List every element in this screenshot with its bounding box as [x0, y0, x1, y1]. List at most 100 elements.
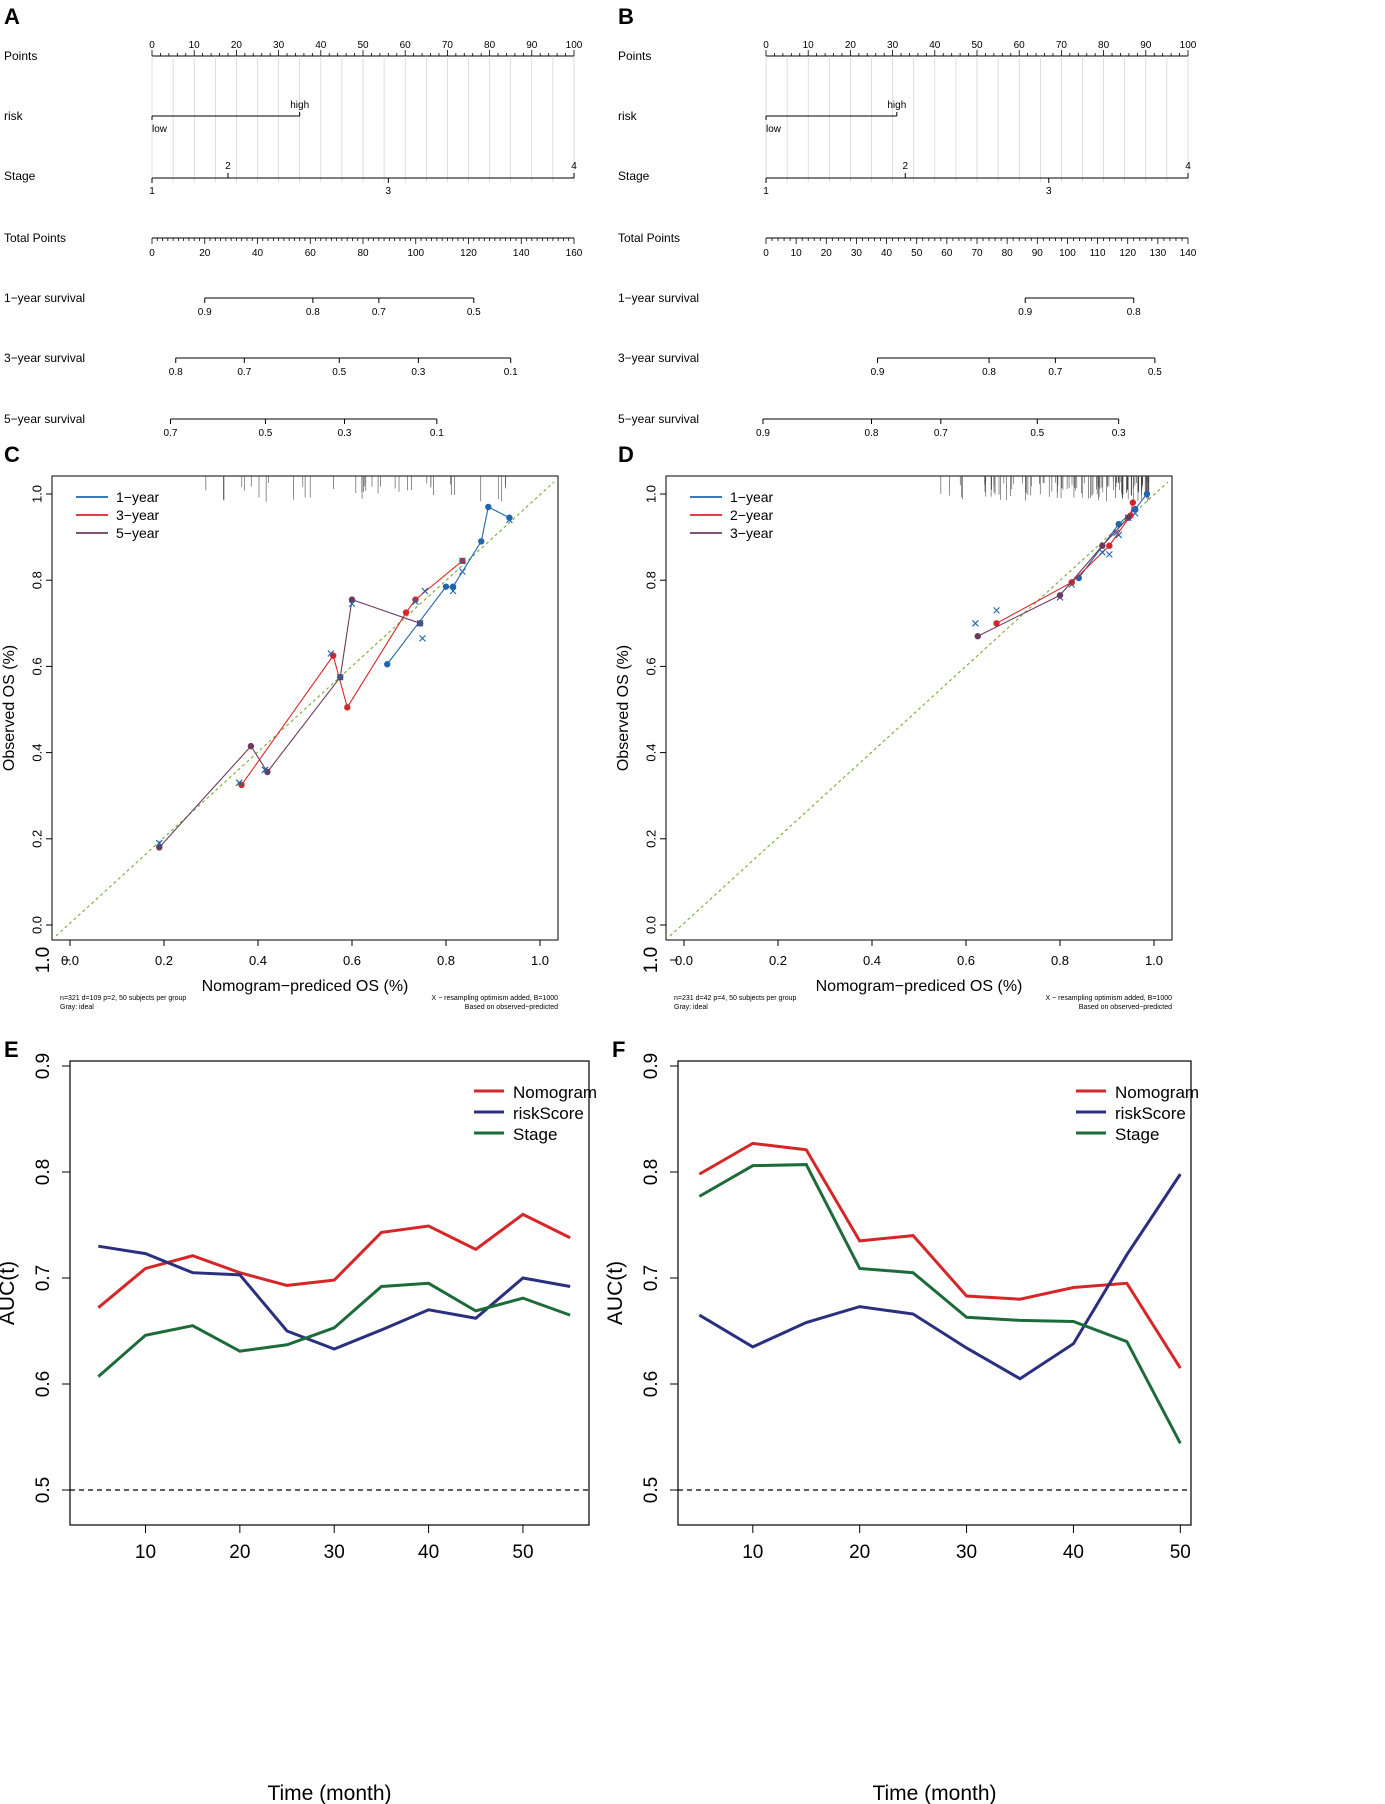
calib-point [993, 620, 1000, 627]
corrected-marker [1113, 529, 1120, 537]
row-label: risk [618, 109, 638, 123]
surv1-tick-label: 0.8 [1127, 307, 1141, 318]
y-tick-label: 0.4 [29, 744, 44, 762]
stage-label: 1 [763, 186, 769, 197]
calib-point [348, 596, 356, 603]
x-tick-label: 0.8 [437, 953, 455, 968]
points-tick-label: 100 [566, 40, 583, 51]
legend-entry: riskScore [513, 1104, 584, 1123]
y-tick-label: 0.8 [641, 1159, 662, 1185]
note-right: Based on observed−predicted [1079, 1004, 1172, 1011]
corrected-marker [459, 568, 466, 575]
corrected-marker [155, 839, 163, 847]
y-tick-label: 0.2 [643, 830, 658, 848]
total-tick-label: 20 [821, 248, 833, 259]
surv1-tick-label: 0.7 [372, 307, 386, 318]
y-tick-label: 0.0 [643, 916, 658, 934]
y-tick-label: 0.4 [643, 744, 658, 762]
panel-label-d: D [618, 442, 634, 467]
y-tick-label: 0.6 [641, 1371, 662, 1397]
corrected-marker [348, 600, 356, 608]
surv3-tick-label: 0.7 [1048, 367, 1062, 378]
corrected-marker [972, 619, 979, 627]
y-tick-label: 0.6 [643, 657, 658, 675]
row-label: 1−year survival [618, 291, 699, 305]
row-label: 3−year survival [618, 351, 699, 365]
total-tick-label: 100 [1059, 248, 1076, 259]
row-label: Total Points [4, 231, 66, 245]
corrected-marker [235, 779, 243, 787]
stage-label: 2 [225, 161, 231, 172]
calib-line-1 [996, 502, 1134, 624]
calib-point [1143, 490, 1151, 498]
x-axis-title: Nomogram−prediced OS (%) [816, 978, 1023, 995]
legend-entry: Nomogram [513, 1083, 597, 1102]
corrected-marker [1098, 548, 1106, 556]
y-tick-label: 0.9 [641, 1053, 662, 1079]
legend-entry: 1−year [730, 489, 774, 505]
row-label: Points [618, 49, 651, 63]
stage-label: 1 [149, 186, 155, 197]
total-tick-label: 160 [566, 248, 583, 259]
plot-frame [69, 1060, 590, 1526]
stage-label: 2 [902, 161, 908, 172]
note-right: Based on observed−predicted [465, 1004, 558, 1011]
note-left: Gray: ideal [674, 1004, 708, 1011]
calib-point [1132, 505, 1139, 513]
row-label: 3−year survival [4, 351, 85, 365]
legend-entry: Stage [513, 1125, 557, 1144]
points-tick-label: 70 [1056, 40, 1068, 51]
corrected-marker [449, 587, 457, 595]
legend-entry: Nomogram [1115, 1083, 1199, 1102]
y-tick-label: 0.5 [33, 1477, 54, 1503]
calib-line-2 [158, 598, 421, 848]
x-axis-title: Nomogram−prediced OS (%) [202, 978, 409, 995]
surv1-tick-label: 0.5 [467, 307, 481, 318]
stage-label: 3 [1046, 186, 1052, 197]
points-tick-label: 80 [1098, 40, 1110, 51]
y-tick-label: 0.8 [643, 571, 658, 589]
y-tick-label: 0.8 [33, 1159, 54, 1185]
surv3-tick-label: 0.8 [982, 367, 996, 378]
x-tick-label: 40 [418, 1542, 439, 1563]
total-tick-label: 110 [1090, 248, 1106, 259]
calib-point [1099, 542, 1106, 549]
surv5-tick-label: 0.7 [164, 428, 178, 439]
plot-frame [665, 475, 1173, 941]
x-tick-label: 0.0 [675, 953, 693, 968]
y-axis-title: Observed OS (%) [1, 645, 18, 771]
surv5-tick-label: 0.5 [258, 428, 272, 439]
calib-point [1124, 514, 1132, 521]
y-tick-label: 0.7 [33, 1265, 54, 1291]
note-left: n=321 d=109 p=2, 50 subjects per group [60, 995, 186, 1002]
note-left: n=231 d=42 p=4, 50 subjects per group [674, 995, 797, 1002]
row-label: risk [4, 109, 24, 123]
total-tick-label: 20 [199, 248, 211, 259]
surv1-tick-label: 0.9 [1018, 307, 1032, 318]
nomogram-a: A Points risk Stage Total Points 1−year survi… [4, 4, 583, 439]
panel-label-f: F [612, 1037, 625, 1062]
calib-point [1056, 592, 1064, 599]
auc-line-stage [97, 1281, 571, 1378]
x-tick-label: 0.6 [957, 953, 975, 968]
surv5-tick-label: 0.5 [1030, 428, 1044, 439]
calib-point [412, 596, 419, 603]
y-tick-label: 0.9 [33, 1053, 54, 1079]
x-tick-label: 50 [1170, 1542, 1191, 1563]
points-tick-label: 40 [315, 40, 327, 51]
total-tick-label: 90 [1032, 248, 1044, 259]
corrected-marker [421, 587, 429, 595]
calib-point [506, 514, 513, 521]
x-tick-label: 10 [135, 1542, 156, 1563]
x-tick-label: 40 [1063, 1542, 1084, 1563]
corrected-marker [506, 516, 513, 524]
surv5-tick-label: 0.3 [1112, 428, 1126, 439]
legend-entry: 3−year [116, 507, 160, 523]
nomogram-b: B Points risk Stage Total Points 1−year survi… [618, 4, 1197, 439]
calib-point [384, 661, 391, 668]
calib-line-1 [241, 560, 463, 786]
x-tick-label: 10 [742, 1542, 763, 1563]
y-tick-label: 1.0 [33, 947, 54, 973]
total-tick-label: 40 [252, 248, 264, 259]
